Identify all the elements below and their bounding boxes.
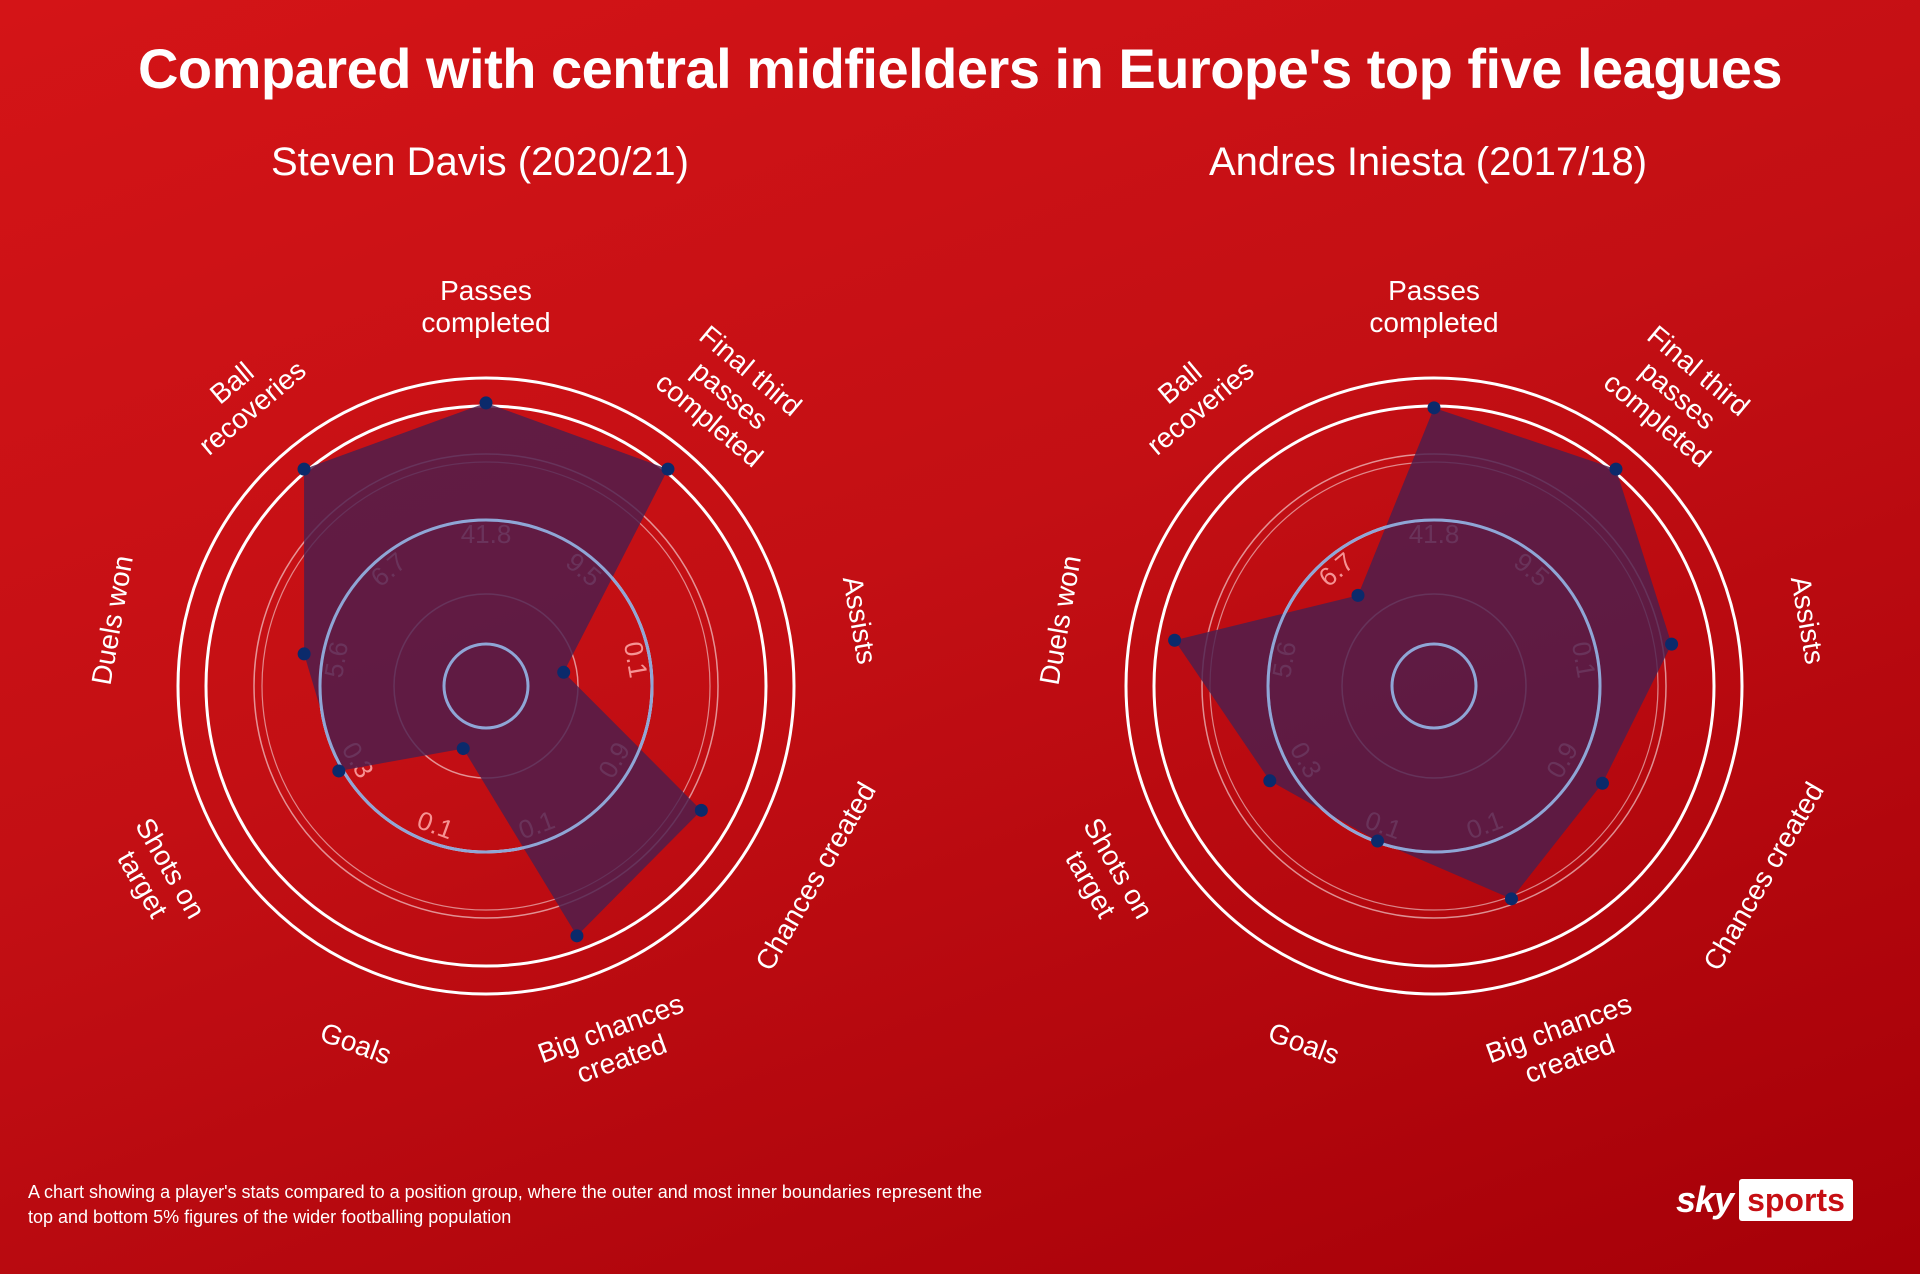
data-point	[570, 929, 584, 943]
sky-sports-logo: sky sports	[1676, 1177, 1853, 1223]
bottom-5-ring	[1390, 642, 1478, 730]
axis-label: Duels won	[1034, 553, 1087, 687]
data-point	[297, 462, 311, 476]
data-point	[297, 647, 311, 661]
data-point	[1665, 637, 1679, 651]
data-point	[1168, 633, 1182, 647]
data-point	[1263, 774, 1277, 788]
data-point	[1609, 462, 1623, 476]
axis-label: Big chancescreated	[534, 988, 699, 1099]
axis-label: Passes completed	[421, 275, 550, 338]
axis-label: Goals	[316, 1016, 395, 1070]
outer-ring	[176, 376, 796, 996]
outer-ring	[1124, 376, 1744, 996]
data-point	[1427, 401, 1441, 415]
radar-chart-andres-iniesta: Andres Iniesta (2017/18) 41.89.50.10.90.…	[948, 140, 1908, 1120]
axis-label: Shots ontarget	[1050, 813, 1160, 940]
radar-svg: 41.89.50.10.90.10.10.35.66.7Passescomple…	[86, 275, 883, 1099]
radar-svg: 41.89.50.10.90.10.10.35.66.7Passescomple…	[1034, 275, 1831, 1099]
logo-sports-text: sports	[1739, 1179, 1853, 1221]
player-polygon	[1174, 407, 1672, 899]
data-point	[661, 462, 675, 476]
axis-label: Final thirdpassescompleted	[1598, 317, 1758, 473]
axis-label: Assists	[1785, 574, 1831, 667]
data-point	[694, 803, 708, 817]
data-point	[456, 742, 470, 756]
data-point	[557, 665, 571, 679]
footnote: A chart showing a player's stats compare…	[28, 1182, 982, 1227]
axis-label: Passes completed	[1369, 275, 1498, 338]
data-point	[332, 764, 346, 778]
chart-title: Andres Iniesta (2017/18)	[1208, 140, 1648, 184]
median-ring	[1266, 518, 1602, 854]
logo-sky-text: sky	[1676, 1179, 1734, 1220]
axis-label: Final thirdpassescompleted	[650, 317, 810, 473]
data-point	[1504, 892, 1518, 906]
data-point	[479, 396, 493, 410]
radar-chart-steven-davis: Steven Davis (2020/21) 41.89.50.10.90.10…	[0, 140, 960, 1120]
data-point	[1371, 834, 1385, 848]
axis-label: Shots ontarget	[102, 813, 212, 940]
player-polygon	[304, 402, 702, 936]
axis-label: Ballrecoveries	[172, 330, 311, 461]
median-ring	[318, 518, 654, 854]
axis-label: Assists	[837, 574, 883, 667]
bottom-5-ring	[442, 642, 530, 730]
chart-title: Steven Davis (2020/21)	[270, 140, 689, 184]
data-point	[1595, 776, 1609, 790]
axis-label: Big chancescreated	[1482, 988, 1647, 1099]
axis-label: Duels won	[86, 553, 139, 687]
axis-label: Goals	[1264, 1016, 1343, 1070]
axis-label: Ballrecoveries	[1120, 330, 1259, 461]
page-title: Compared with central midfielders in Eur…	[137, 37, 1783, 100]
data-point	[1351, 588, 1365, 602]
